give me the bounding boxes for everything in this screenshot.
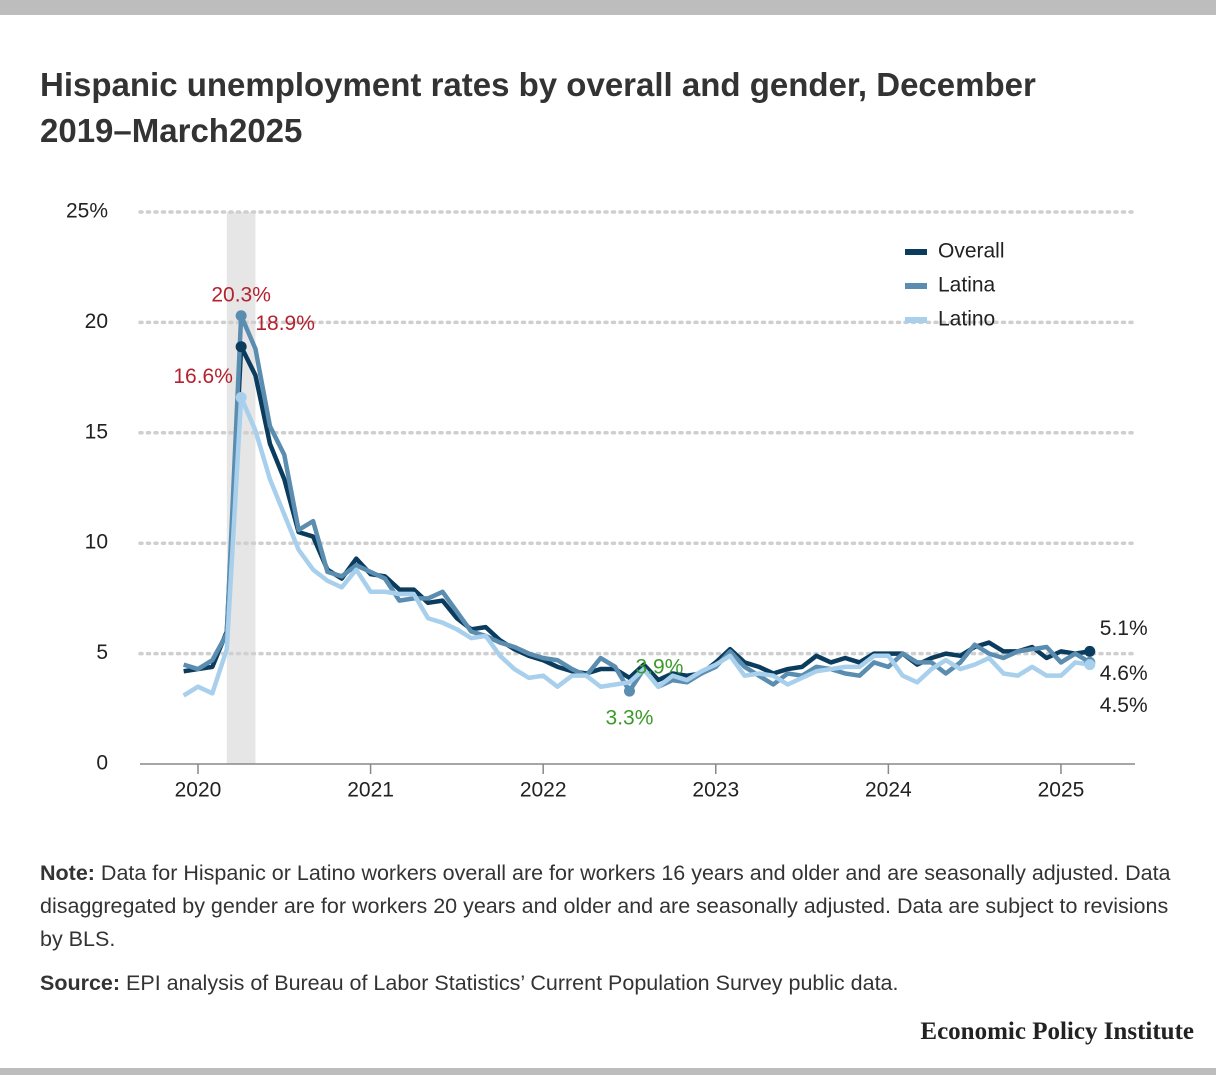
value-label: 4.5%	[1100, 694, 1148, 717]
line-2	[182, 395, 1091, 698]
value-label: 4.6%	[1100, 662, 1148, 685]
y-tick-label: 15	[85, 420, 108, 443]
value-label: 3.3%	[606, 707, 654, 730]
point-marker	[1084, 645, 1096, 657]
legend-label: Latino	[938, 308, 995, 331]
top-bar	[0, 0, 1216, 15]
note-label: Note:	[40, 861, 95, 885]
value-label: 3.9%	[636, 655, 684, 678]
y-tick-label: 20	[85, 310, 108, 333]
footer: Economic Policy Institute	[920, 1018, 1194, 1045]
y-tick-label: 10	[85, 531, 108, 554]
note: Note: Data for Hispanic or Latino worker…	[40, 857, 1190, 956]
legend-label: Overall	[938, 240, 1005, 263]
bottom-bar	[0, 1068, 1216, 1075]
y-tick-label: 5	[96, 641, 108, 664]
source-text: EPI analysis of Bureau of Labor Statisti…	[126, 971, 899, 995]
value-label: 5.1%	[1100, 617, 1148, 640]
value-label: 18.9%	[255, 312, 315, 335]
source: Source: EPI analysis of Bureau of Labor …	[40, 967, 1190, 1000]
value-label: 16.6%	[173, 365, 233, 388]
point-marker	[623, 685, 635, 697]
x-tick-label: 2022	[520, 779, 567, 802]
line-0	[183, 344, 1091, 683]
chart-title: Hispanic unemployment rates by overall a…	[40, 66, 1036, 149]
y-tick-label: 25%	[66, 200, 108, 223]
x-tick-label: 2024	[865, 779, 912, 802]
source-label: Source:	[40, 971, 121, 995]
legend-label: Latina	[938, 274, 996, 297]
x-tick-label: 2020	[175, 779, 222, 802]
point-marker	[235, 310, 247, 322]
point-marker	[235, 341, 247, 353]
x-tick-label: 2021	[347, 779, 394, 802]
y-tick-label: 0	[96, 752, 108, 775]
line-1	[183, 313, 1091, 694]
note-text: Data for Hispanic or Latino workers over…	[40, 861, 1171, 951]
x-tick-label: 2023	[692, 779, 739, 802]
x-tick-label: 2025	[1038, 779, 1085, 802]
value-label: 20.3%	[211, 283, 271, 306]
point-marker	[1084, 659, 1096, 671]
point-marker	[235, 391, 247, 403]
